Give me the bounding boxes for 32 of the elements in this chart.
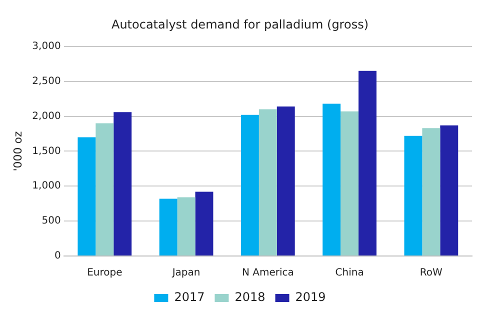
y-tick-label: 0 xyxy=(54,250,61,262)
x-tick-label: Japan xyxy=(171,268,200,279)
bar xyxy=(240,114,259,256)
y-tick-label: 1,500 xyxy=(32,146,61,157)
chart-title: Autocatalyst demand for palladium (gross) xyxy=(111,17,369,32)
bar xyxy=(195,192,214,256)
bar xyxy=(258,109,277,256)
y-tick-label: 2,500 xyxy=(32,76,61,87)
bar xyxy=(78,137,96,256)
x-tick-label: N America xyxy=(242,268,294,279)
y-axis-title: '000 oz xyxy=(11,130,24,172)
legend-label: 2019 xyxy=(295,290,326,304)
y-tick-label: 1,000 xyxy=(32,180,61,192)
bar xyxy=(114,112,132,256)
bar xyxy=(276,106,295,256)
y-tick-label: 3,000 xyxy=(32,40,61,52)
bar xyxy=(159,198,178,256)
legend-label: 2017 xyxy=(174,290,205,304)
bar xyxy=(440,125,458,256)
bar xyxy=(422,128,440,256)
bar xyxy=(96,123,114,256)
y-tick-label: 500 xyxy=(42,216,61,227)
x-tick-label: China xyxy=(335,268,364,279)
y-tick-label: 2,000 xyxy=(32,110,61,122)
legend-label: 2018 xyxy=(234,290,266,304)
bar xyxy=(322,104,341,256)
bar xyxy=(177,197,196,256)
bar xyxy=(340,111,359,256)
x-tick-label: Europe xyxy=(87,268,122,279)
bar xyxy=(358,70,376,256)
bar xyxy=(404,136,422,256)
x-tick-label: RoW xyxy=(420,268,443,279)
